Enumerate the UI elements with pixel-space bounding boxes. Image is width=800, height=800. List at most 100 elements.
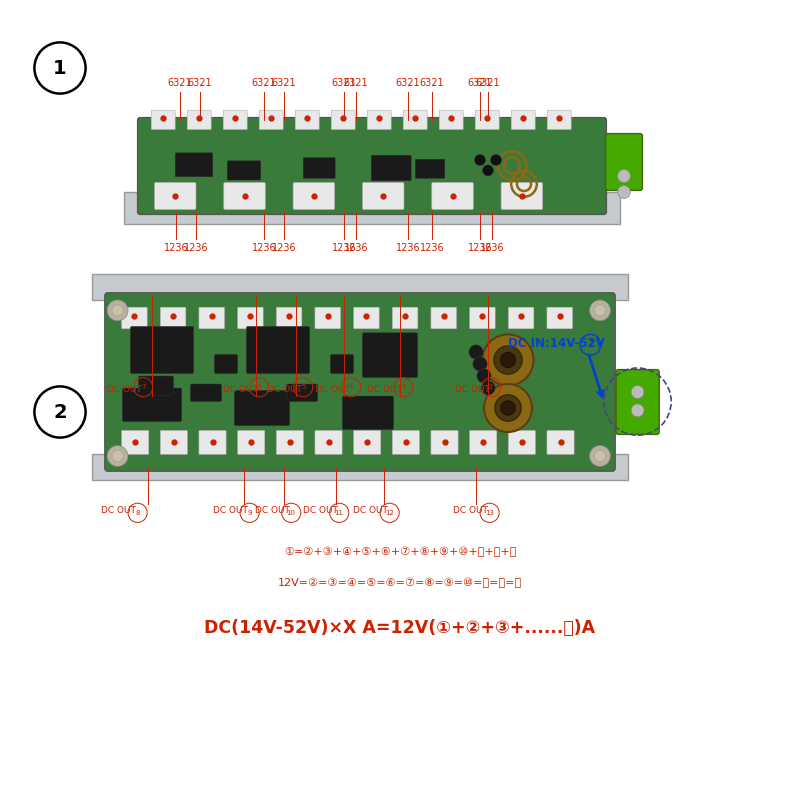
FancyBboxPatch shape	[501, 182, 542, 210]
Text: 4: 4	[349, 384, 354, 390]
FancyBboxPatch shape	[367, 110, 391, 130]
FancyBboxPatch shape	[122, 430, 149, 454]
Circle shape	[477, 369, 491, 383]
FancyBboxPatch shape	[470, 307, 495, 329]
Circle shape	[631, 386, 644, 398]
Circle shape	[500, 352, 516, 368]
Text: 6321: 6321	[188, 78, 212, 88]
Circle shape	[590, 446, 610, 466]
Text: DC(14V-52V)×X A=12V(①+②+③+......⑬)A: DC(14V-52V)×X A=12V(①+②+③+......⑬)A	[205, 619, 595, 637]
Text: 11: 11	[334, 510, 344, 516]
Circle shape	[107, 300, 128, 321]
FancyBboxPatch shape	[303, 158, 335, 178]
Text: 12: 12	[385, 510, 394, 516]
FancyBboxPatch shape	[330, 354, 354, 374]
FancyBboxPatch shape	[354, 307, 379, 329]
FancyBboxPatch shape	[342, 396, 394, 430]
Text: 1236: 1236	[184, 243, 208, 253]
Text: 2: 2	[489, 384, 494, 390]
FancyBboxPatch shape	[403, 110, 427, 130]
Text: 1236: 1236	[332, 243, 356, 253]
FancyBboxPatch shape	[362, 182, 404, 210]
Circle shape	[501, 401, 515, 415]
Circle shape	[474, 154, 486, 166]
FancyBboxPatch shape	[224, 182, 266, 210]
Circle shape	[481, 381, 495, 395]
FancyBboxPatch shape	[362, 333, 418, 378]
FancyBboxPatch shape	[138, 118, 606, 214]
FancyBboxPatch shape	[315, 430, 342, 454]
Text: 12V=②=③=④=⑤=⑥=⑦=⑧=⑨=⑩=⑪=⑫=⑬: 12V=②=③=④=⑤=⑥=⑦=⑧=⑨=⑩=⑪=⑫=⑬	[278, 577, 522, 588]
FancyBboxPatch shape	[276, 430, 303, 454]
FancyBboxPatch shape	[415, 159, 445, 178]
FancyBboxPatch shape	[122, 307, 147, 329]
FancyBboxPatch shape	[199, 307, 225, 329]
FancyBboxPatch shape	[175, 153, 213, 177]
Text: 6: 6	[257, 384, 262, 390]
Text: 1236: 1236	[344, 243, 368, 253]
FancyBboxPatch shape	[354, 430, 381, 454]
Text: DC OUT: DC OUT	[302, 506, 338, 515]
Text: 1: 1	[53, 58, 67, 78]
Text: 10: 10	[286, 510, 296, 516]
FancyBboxPatch shape	[259, 110, 283, 130]
FancyBboxPatch shape	[431, 430, 458, 454]
Text: 6321: 6321	[476, 78, 500, 88]
Text: 1236: 1236	[252, 243, 276, 253]
Text: DC OUT: DC OUT	[106, 385, 142, 394]
FancyBboxPatch shape	[616, 370, 659, 434]
FancyBboxPatch shape	[439, 110, 463, 130]
FancyBboxPatch shape	[295, 110, 319, 130]
Text: 6321: 6321	[272, 78, 296, 88]
FancyBboxPatch shape	[475, 110, 499, 130]
Text: 3: 3	[401, 384, 406, 390]
FancyBboxPatch shape	[238, 307, 263, 329]
Circle shape	[482, 165, 494, 176]
Text: 6321: 6321	[252, 78, 276, 88]
Bar	[92, 274, 628, 300]
FancyBboxPatch shape	[432, 182, 474, 210]
FancyBboxPatch shape	[470, 430, 497, 454]
Text: DC OUT: DC OUT	[314, 385, 350, 394]
Text: DC OUT: DC OUT	[213, 506, 248, 515]
Text: 1236: 1236	[164, 243, 188, 253]
Circle shape	[490, 154, 502, 166]
Text: 9: 9	[247, 510, 252, 516]
FancyBboxPatch shape	[511, 110, 535, 130]
FancyBboxPatch shape	[151, 110, 175, 130]
Text: ①=②+③+④+⑤+⑥+⑦+⑧+⑨+⑩+⑪+⑫+⑬: ①=②+③+④+⑤+⑥+⑦+⑧+⑨+⑩+⑪+⑫+⑬	[284, 546, 516, 558]
Text: 1236: 1236	[420, 243, 444, 253]
Circle shape	[494, 394, 522, 421]
FancyBboxPatch shape	[547, 430, 574, 454]
Circle shape	[618, 186, 630, 198]
Text: 1: 1	[588, 340, 593, 350]
FancyBboxPatch shape	[547, 110, 571, 130]
Circle shape	[484, 384, 532, 432]
Circle shape	[482, 334, 534, 386]
FancyBboxPatch shape	[199, 430, 226, 454]
FancyBboxPatch shape	[315, 307, 341, 329]
Text: DC OUT: DC OUT	[222, 385, 258, 394]
Text: DC IN:14V-52V: DC IN:14V-52V	[508, 337, 605, 350]
Text: 6321: 6321	[332, 78, 356, 88]
FancyBboxPatch shape	[154, 182, 196, 210]
Circle shape	[107, 446, 128, 466]
Circle shape	[631, 404, 644, 417]
Text: 7: 7	[141, 384, 146, 390]
Text: 6321: 6321	[344, 78, 368, 88]
Circle shape	[594, 305, 606, 316]
Text: 13: 13	[485, 510, 494, 516]
FancyBboxPatch shape	[331, 110, 355, 130]
Circle shape	[112, 450, 123, 462]
FancyBboxPatch shape	[293, 182, 334, 210]
FancyBboxPatch shape	[223, 110, 247, 130]
Circle shape	[594, 450, 606, 462]
Circle shape	[590, 300, 610, 321]
Text: DC OUT: DC OUT	[353, 506, 388, 515]
Text: DC OUT: DC OUT	[453, 506, 488, 515]
FancyBboxPatch shape	[105, 293, 615, 471]
Text: 1236: 1236	[468, 243, 492, 253]
FancyBboxPatch shape	[276, 307, 302, 329]
FancyBboxPatch shape	[286, 384, 318, 402]
FancyBboxPatch shape	[190, 384, 222, 402]
